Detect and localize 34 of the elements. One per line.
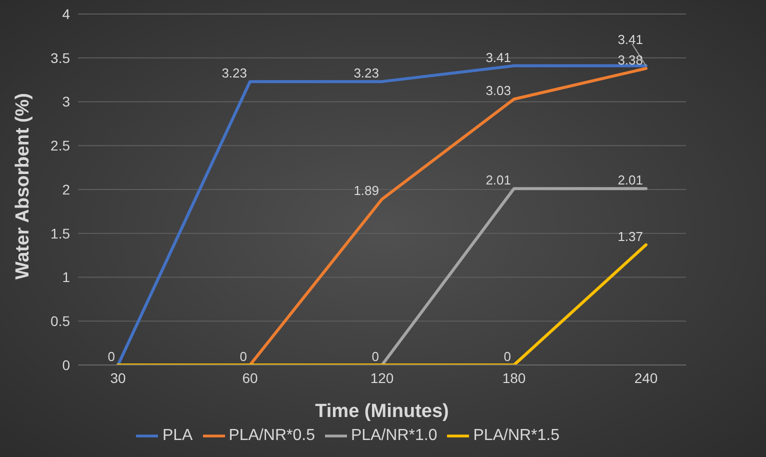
data-label: 2.01 (618, 172, 643, 188)
x-tick-label: 120 (370, 370, 394, 386)
data-label: 3.41 (618, 32, 643, 47)
data-label: 2.01 (486, 172, 511, 188)
legend-label: PLA/NR*1.5 (473, 427, 560, 444)
x-tick-label: 30 (110, 370, 126, 386)
y-axis-title: Water Absorbent (%) (12, 93, 34, 280)
legend-label: PLA/NR*0.5 (228, 427, 315, 444)
legend-label: PLA/NR*1.0 (350, 427, 438, 444)
data-label: 3.23 (354, 66, 379, 81)
data-label: 0 (372, 349, 379, 364)
x-tick-label: 60 (242, 370, 258, 386)
data-label: 0 (504, 349, 511, 364)
y-tick-label: 1 (62, 269, 70, 286)
data-label: 0 (108, 349, 115, 364)
data-label: 0 (240, 349, 247, 364)
y-tick-label: 3 (62, 94, 70, 110)
legend-label: PLA (162, 427, 193, 444)
x-tick-label: 240 (634, 370, 658, 386)
y-tick-label: 3.5 (50, 50, 70, 66)
data-label: 1.37 (618, 228, 643, 244)
y-tick-label: 2.5 (50, 138, 70, 154)
x-tick-label: 180 (502, 370, 526, 386)
y-tick-label: 1.5 (50, 225, 70, 242)
y-tick-label: 2 (62, 181, 70, 198)
data-label: 3.38 (618, 52, 643, 68)
data-label: 1.89 (354, 183, 379, 198)
y-tick-label: 0.5 (50, 313, 70, 330)
data-label: 3.41 (486, 50, 511, 65)
x-axis-title: Time (Minutes) (315, 401, 449, 422)
y-tick-label: 0 (62, 356, 70, 373)
data-label: 3.23 (222, 66, 247, 81)
y-tick-label: 4 (62, 6, 70, 22)
data-label: 3.03 (486, 83, 511, 98)
